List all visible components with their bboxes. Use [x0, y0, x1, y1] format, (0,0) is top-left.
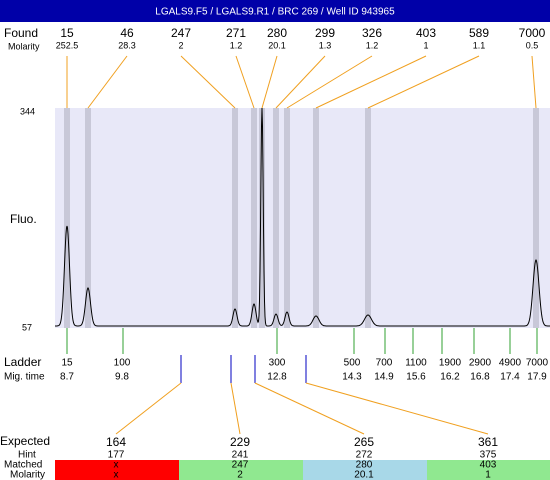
ladder-size: 500 — [344, 358, 361, 369]
matched-molarity: 20.1 — [354, 470, 374, 480]
leader-line — [87, 55, 128, 109]
matched-size: 247 — [232, 460, 249, 471]
hint-size: 375 — [480, 450, 497, 461]
matched-cell — [179, 460, 303, 480]
matched-molarity: 2 — [237, 470, 243, 480]
leader-line — [180, 55, 236, 109]
ladder-size: 300 — [269, 358, 286, 369]
matched-label: Matched — [4, 460, 42, 471]
peak-band — [251, 108, 257, 328]
plot-area — [55, 108, 550, 328]
peak-band — [284, 108, 290, 328]
hint-size: 177 — [108, 450, 125, 461]
ladder-size: 100 — [114, 358, 131, 369]
expected-size: 265 — [354, 435, 374, 449]
expected-size: 164 — [106, 435, 126, 449]
found-molarity: 2 — [178, 40, 183, 50]
ladder-size: 15 — [61, 358, 73, 369]
ladder-time: 8.7 — [60, 372, 74, 383]
found-label: Found — [4, 26, 38, 40]
peak-band — [64, 108, 70, 328]
y-axis-label: Fluo. — [10, 212, 37, 226]
expected-size: 361 — [478, 435, 498, 449]
peak-band — [259, 108, 265, 328]
ladder-size: 1100 — [405, 358, 427, 369]
peak-band — [313, 108, 319, 328]
matched-cell — [55, 460, 179, 480]
peak-band — [273, 108, 279, 328]
found-molarity: 252.5 — [56, 40, 79, 50]
expected-label: Expected — [0, 434, 50, 448]
hint-size: 241 — [232, 450, 249, 461]
title: LGALS9.F5 / LGALS9.R1 / BRC 269 / Well I… — [155, 7, 395, 18]
found-molarity: 1.1 — [473, 40, 486, 50]
expected-size: 229 — [230, 435, 250, 449]
matched-size: x — [114, 460, 119, 471]
leader-line — [261, 55, 278, 109]
leader-line — [367, 55, 480, 109]
expected-leader — [305, 382, 489, 435]
leader-line — [531, 55, 537, 109]
found-molarity: 1.2 — [366, 40, 379, 50]
peak-band — [232, 108, 238, 328]
y-bottom-label: 57 — [22, 322, 32, 332]
peak-band — [365, 108, 371, 328]
ladder-time: 14.9 — [374, 372, 394, 383]
found-size: 15 — [60, 26, 74, 40]
ladder-size: 700 — [376, 358, 393, 369]
ladder-time: 16.8 — [470, 372, 490, 383]
found-size: 299 — [315, 26, 335, 40]
ladder-size: 7000 — [526, 358, 549, 369]
trace — [55, 107, 550, 327]
ladder-size: 4900 — [499, 358, 522, 369]
y-top-label: 344 — [20, 106, 35, 116]
hint-label: Hint — [18, 450, 36, 461]
ladder-time: 12.8 — [267, 372, 287, 383]
ladder-time: 14.3 — [342, 372, 362, 383]
found-size: 247 — [171, 26, 191, 40]
leader-line — [275, 55, 326, 109]
expected-leader — [230, 382, 241, 435]
ladder-time-label: Mig. time — [4, 372, 45, 383]
ladder-size: 1900 — [439, 358, 462, 369]
expected-leader — [254, 382, 365, 435]
found-size: 589 — [469, 26, 489, 40]
title-bar — [0, 0, 550, 22]
leader-line — [286, 55, 373, 109]
found-molarity: 28.3 — [118, 40, 136, 50]
matched-size: 403 — [480, 460, 497, 471]
peak-band — [85, 108, 91, 328]
expected-leader — [115, 382, 182, 435]
matched-cell — [427, 460, 550, 480]
ladder-time: 15.6 — [406, 372, 426, 383]
leader-line — [315, 55, 427, 109]
peak-band — [533, 108, 539, 328]
ladder-label: Ladder — [4, 355, 41, 369]
found-molarity: 20.1 — [268, 40, 286, 50]
matched-molarity: 1 — [485, 470, 491, 480]
ladder-time: 9.8 — [115, 372, 129, 383]
matched-size: 280 — [356, 460, 373, 471]
found-molarity-label: Molarity — [8, 41, 40, 51]
found-size: 271 — [226, 26, 246, 40]
ladder-time: 17.4 — [500, 372, 520, 383]
found-molarity: 1 — [423, 40, 428, 50]
found-molarity: 0.5 — [526, 40, 539, 50]
matched-molarity: x — [114, 470, 119, 480]
found-size: 403 — [416, 26, 436, 40]
ladder-time: 17.9 — [527, 372, 547, 383]
hint-size: 272 — [356, 450, 373, 461]
found-size: 326 — [362, 26, 382, 40]
ladder-time: 16.2 — [440, 372, 460, 383]
found-size: 280 — [267, 26, 287, 40]
molarity-label: Molarity — [10, 470, 45, 480]
ladder-size: 2900 — [469, 358, 492, 369]
found-size: 46 — [120, 26, 134, 40]
found-size: 7000 — [519, 26, 546, 40]
found-molarity: 1.2 — [230, 40, 243, 50]
found-molarity: 1.3 — [319, 40, 332, 50]
leader-line — [235, 55, 255, 109]
matched-cell — [303, 460, 427, 480]
